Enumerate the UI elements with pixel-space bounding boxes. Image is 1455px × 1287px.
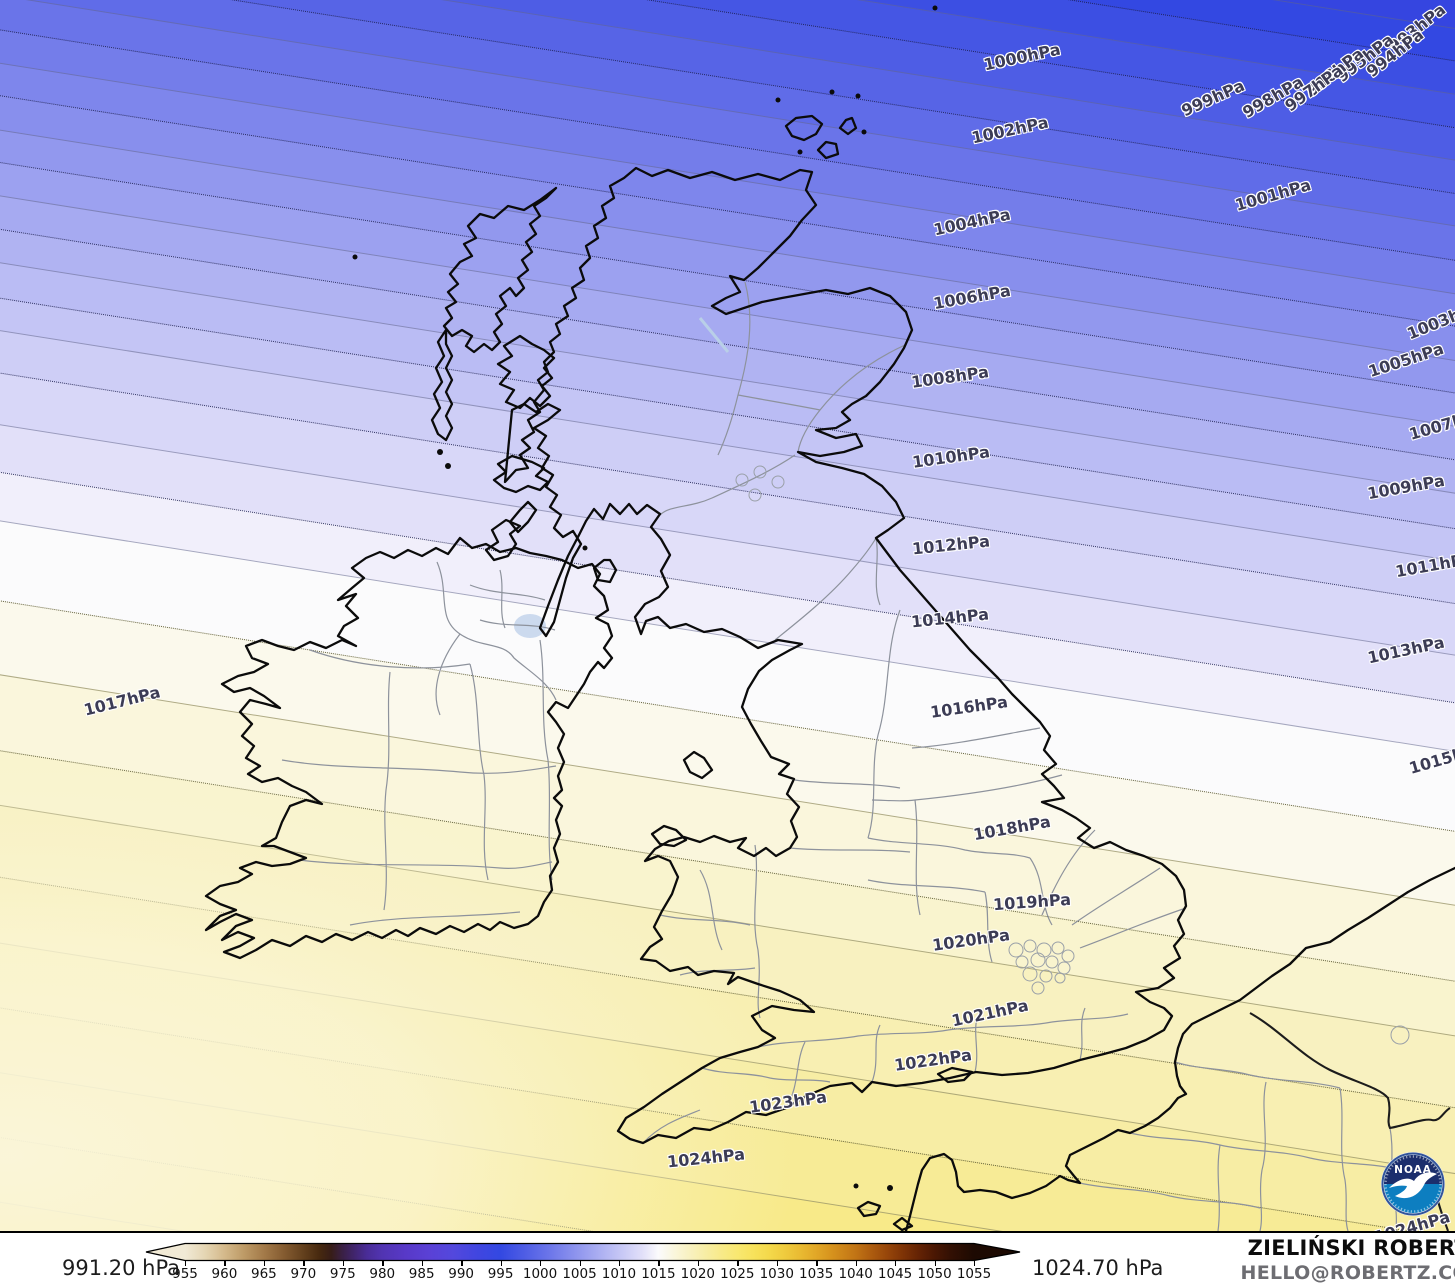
noaa-logo-text: NOAA — [1394, 1164, 1432, 1176]
colorbar-tick-985 — [421, 1260, 424, 1266]
london-borough-cluster — [1008, 939, 1075, 995]
central-belt-cluster — [735, 465, 785, 502]
continent-coastline — [904, 866, 1455, 1231]
great-britain-coastline — [503, 166, 1188, 1145]
orkney-mainland — [784, 114, 824, 142]
france-belgium-border — [1249, 1012, 1451, 1130]
colorbar-tick-975 — [342, 1260, 345, 1266]
channel-island — [856, 1200, 882, 1218]
pressure-map: 993hPa 994hPa 995hPa 996hPa 997hPa 998hPa 999h… — [0, 0, 1455, 1233]
islay — [484, 518, 522, 562]
colorbar-tick-label-955: 955 — [172, 1266, 198, 1282]
anglesey — [650, 824, 688, 848]
ireland-coastline — [204, 536, 614, 960]
colorbar-tick-1040 — [855, 1260, 858, 1266]
coastline-layer — [204, 5, 1455, 1231]
colorbar-tick-label-1010: 1010 — [601, 1266, 637, 1282]
colorbar-tick-1030 — [776, 1260, 779, 1266]
field-max-value: 1024.70 hPa — [1032, 1256, 1164, 1280]
colorbar-tick-1025 — [737, 1260, 739, 1266]
colorbar-tick-label-1025: 1025 — [720, 1266, 755, 1282]
colorbar-tick-1035 — [816, 1260, 818, 1266]
outer-hebrides-uists — [430, 328, 454, 442]
isle-of-man — [682, 750, 714, 780]
st-kilda — [352, 254, 358, 260]
skye — [496, 334, 556, 410]
colorbar-tick-1050 — [934, 1260, 936, 1266]
colorbar-tick-label-1035: 1035 — [799, 1266, 834, 1282]
colorbar-tick-label-975: 975 — [329, 1266, 356, 1282]
colorbar-tick-label-985: 985 — [408, 1266, 435, 1282]
colorbar-tick-label-1005: 1005 — [562, 1266, 597, 1282]
colorbar-tick-1045 — [895, 1260, 897, 1266]
colorbar-tick-1055 — [974, 1260, 976, 1266]
orkney-south — [816, 140, 840, 160]
colorbar-tick-label-1020: 1020 — [680, 1266, 716, 1282]
colorbar-tick-label-990: 990 — [448, 1266, 475, 1282]
colorbar-tick-label-1055: 1055 — [956, 1266, 992, 1282]
colorbar-tick-label-1000: 1000 — [522, 1266, 558, 1282]
admin-boundaries-continent — [1079, 1025, 1410, 1231]
colorbar-tick-label-995: 995 — [487, 1266, 514, 1282]
noaa-logo-seabird — [1389, 1172, 1437, 1199]
attribution-contact: HELLO@ROBERTZ.CO — [1240, 1262, 1455, 1284]
colorbar-tick-1015 — [658, 1260, 660, 1266]
attribution-name: ZIELIŃSKI ROBERT — [1247, 1236, 1455, 1260]
colorbar-tick-1005 — [579, 1260, 581, 1266]
colorbar-tick-label-1045: 1045 — [877, 1266, 913, 1282]
colorbar-tick-label-960: 960 — [211, 1266, 238, 1282]
jura — [508, 500, 538, 534]
outer-hebrides-lewis — [442, 186, 558, 354]
attribution: ZIELIŃSKI ROBERT HELLO@ROBERTZ.CO — [1241, 1236, 1455, 1284]
field-min-value: 991.20 hPa — [62, 1256, 181, 1280]
isle-of-wight — [936, 1066, 974, 1084]
colorbar-tick-label-1040: 1040 — [838, 1266, 873, 1282]
colorbar-tick-1000 — [540, 1260, 542, 1266]
noaa-logo-microtext-ring — [1384, 1155, 1442, 1213]
colorbar-gradient-bar — [145, 1242, 1021, 1262]
colorbar-tick-1020 — [697, 1260, 700, 1266]
colorbar-tick-label-970: 970 — [290, 1266, 317, 1282]
colorbar-tick-label-1015: 1015 — [641, 1266, 676, 1282]
colorbar-tick-label-1050: 1050 — [917, 1266, 952, 1282]
colorbar-footer: 991.20 hPa 1024.70 hPa 955 960 965 970 975 98… — [0, 1233, 1455, 1287]
colorbar-tick-970 — [303, 1260, 305, 1266]
colorbar-tick-955 — [185, 1260, 187, 1266]
colorbar-tick-1010 — [618, 1260, 621, 1266]
colorbar-tick-965 — [263, 1260, 266, 1266]
orkney-east — [838, 116, 858, 136]
admin-boundaries-ireland — [281, 561, 557, 926]
colorbar — [145, 1242, 1021, 1262]
colorbar-tick-label-965: 965 — [251, 1266, 277, 1282]
colorbar-tick-995 — [500, 1260, 502, 1266]
colorbar-tick-980 — [382, 1260, 384, 1266]
islands — [352, 5, 974, 1231]
mull — [492, 454, 550, 494]
colorbar-tick-990 — [461, 1260, 463, 1266]
noaa-logo: NOAA — [1381, 1152, 1445, 1216]
admin-boundaries-gb — [642, 281, 1187, 1144]
colorbar-tick-label-1030: 1030 — [759, 1266, 794, 1282]
colorbar-tick-960 — [224, 1260, 226, 1266]
rathlin — [582, 545, 588, 551]
loch-ness — [698, 317, 730, 353]
colorbar-tick-label-980: 980 — [369, 1266, 396, 1282]
arran — [592, 558, 618, 584]
